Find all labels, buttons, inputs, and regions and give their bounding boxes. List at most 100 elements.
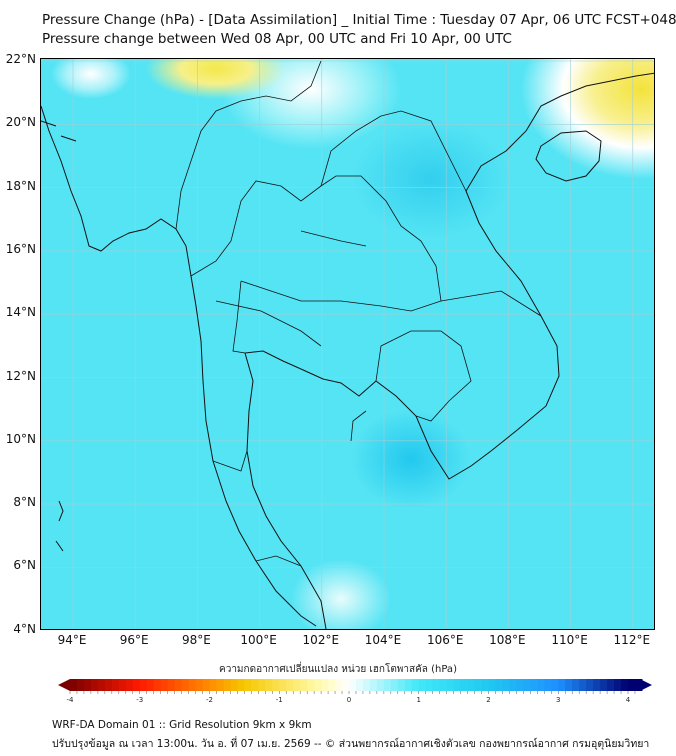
chart-title: Pressure Change (hPa) - [Data Assimilati… [42, 12, 676, 28]
colorbar-segment [495, 679, 503, 691]
colorbar-segment [376, 679, 385, 691]
colorbar-segment [390, 679, 399, 691]
colorbar-segment [565, 679, 573, 691]
colorbar-segment [160, 679, 169, 691]
colorbar-segment [188, 679, 197, 691]
colorbar-segment [593, 679, 601, 691]
colorbar-segment [132, 679, 141, 691]
map-overlay [41, 59, 654, 629]
borders [175, 60, 542, 567]
colorbar-segment [153, 679, 162, 691]
colorbar-segment [104, 679, 113, 691]
colorbar-segment [181, 679, 190, 691]
colorbar-segment [516, 679, 524, 691]
colorbar-segment [286, 679, 294, 691]
colorbar-tick-label: 0 [347, 696, 351, 704]
colorbar-segment [397, 679, 406, 691]
lon-tick-label: 102°E [302, 633, 340, 647]
colorbar-segment [369, 679, 378, 691]
colorbar-segment [453, 679, 462, 691]
colorbar-segment [307, 679, 315, 691]
colorbar-segment [314, 679, 322, 691]
colorbar-segment [90, 679, 99, 691]
pressure-change-map [40, 58, 655, 630]
colorbar-segment [558, 679, 566, 691]
colorbar-tick-label: 2 [486, 696, 490, 704]
colorbar-max-extend [640, 679, 652, 691]
colorbar-segment [209, 679, 217, 691]
lon-tick-label: 106°E [426, 633, 464, 647]
colorbar-tick-label: 1 [417, 696, 421, 704]
colorbar-segment [460, 679, 469, 691]
colorbar-segment [342, 679, 350, 691]
graticule [41, 59, 654, 629]
colorbar-segment [383, 679, 392, 691]
lat-tick-label: 8°N [13, 495, 36, 510]
colorbar-label: ความกดอากาศเปลี่ยนแปลง หน่วย เฮกโตพาสคัล… [219, 664, 457, 675]
coastlines [41, 72, 654, 629]
colorbar-segment [530, 679, 538, 691]
lon-tick-label: 104°E [364, 633, 402, 647]
colorbar-segment [600, 679, 608, 691]
lon-tick-label: 108°E [489, 633, 526, 647]
colorbar-segment [628, 679, 636, 691]
colorbar-tick-label: -1 [276, 696, 283, 704]
colorbar-tick-label: -4 [67, 696, 75, 704]
colorbar-segment [502, 679, 510, 691]
colorbar-segment [265, 679, 273, 691]
colorbar-segment [293, 679, 301, 691]
colorbar-segment [607, 679, 615, 691]
colorbar-segment [355, 679, 364, 691]
colorbar-segment [125, 679, 134, 691]
colorbar-segment [174, 679, 183, 691]
colorbar-segment [202, 679, 210, 691]
colorbar-segment [167, 679, 176, 691]
colorbar-segment [614, 679, 622, 691]
lat-tick-label: 10°N [5, 431, 36, 446]
colorbar-segment [634, 679, 643, 691]
chart-subtitle: Pressure change between Wed 08 Apr, 00 U… [42, 31, 512, 47]
colorbar-segment [97, 679, 106, 691]
lon-tick-label: 112°E [613, 633, 651, 647]
colorbar-segment [76, 679, 85, 691]
colorbar-segment [118, 679, 127, 691]
colorbar-segment [279, 679, 287, 691]
colorbar-segment [258, 679, 266, 691]
colorbar-segment [83, 679, 92, 691]
colorbar-segment [544, 679, 552, 691]
colorbar-tick-label: -2 [206, 696, 213, 704]
lon-tick-label: 98°E [181, 633, 211, 647]
lat-tick-label: 6°N [13, 558, 36, 573]
colorbar-segment [432, 679, 441, 691]
colorbar-segment [474, 679, 483, 691]
colorbar-segment [139, 679, 148, 691]
colorbar-segment [439, 679, 448, 691]
colorbar-segment [362, 679, 371, 691]
colorbar-segment [418, 679, 427, 691]
colorbar-segment [537, 679, 545, 691]
colorbar-segment [146, 679, 155, 691]
colorbar-segment [335, 679, 343, 691]
lat-tick-label: 20°N [5, 115, 36, 130]
footer-model-info: WRF-DA Domain 01 :: Grid Resolution 9km … [52, 719, 312, 731]
lon-tick-label: 94°E [57, 633, 87, 647]
colorbar-segment [481, 679, 489, 691]
lat-tick-label: 18°N [5, 178, 36, 193]
footer-credit: ปรับปรุงข้อมูล ณ เวลา 13:00น. วัน อ. ที่… [52, 738, 650, 750]
lat-tick-label: 12°N [5, 368, 36, 383]
colorbar-segment [572, 679, 580, 691]
colorbar-segment [523, 679, 531, 691]
colorbar-tick-label: 3 [556, 696, 560, 704]
colorbar-segment [237, 679, 245, 691]
colorbar-segment [404, 679, 413, 691]
colorbar-segment [586, 679, 594, 691]
colorbar-segment [321, 679, 329, 691]
colorbar-segment [467, 679, 476, 691]
colorbar-segment [111, 679, 120, 691]
colorbar-segment [272, 679, 280, 691]
lat-tick-label: 14°N [5, 305, 36, 320]
colorbar-segment [251, 679, 259, 691]
colorbar-tick-label: 4 [626, 696, 631, 704]
colorbar-segment [349, 679, 357, 691]
colorbar-segment [195, 679, 204, 691]
